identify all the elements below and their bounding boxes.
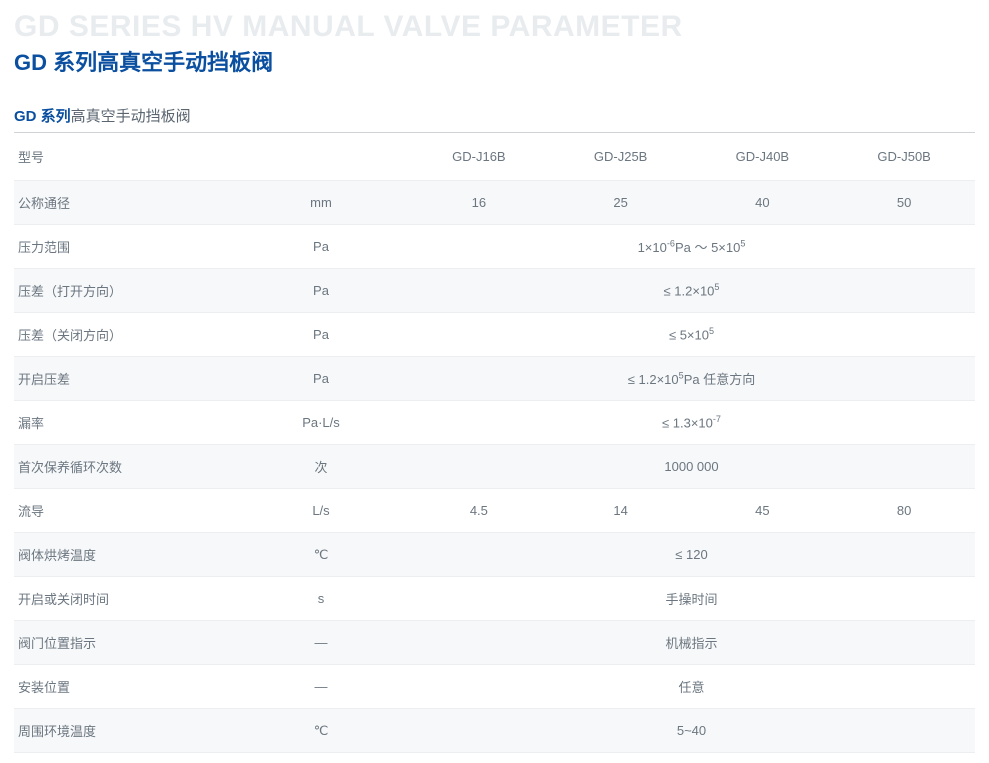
unit-cell: mm [234, 181, 408, 225]
param-name-cell: 公称通径 [14, 181, 234, 225]
unit-cell: Pa [234, 357, 408, 401]
table-row: 漏率Pa·L/s≤ 1.3×10-7 [14, 401, 975, 445]
param-name-cell: 压差（打开方向） [14, 269, 234, 313]
value-cell: 40 [692, 181, 834, 225]
param-name-cell: 首次保养循环次数 [14, 445, 234, 489]
param-name-cell: 压差（关闭方向） [14, 313, 234, 357]
header-model: GD-J50B [833, 133, 975, 181]
unit-cell: Pa·L/s [234, 401, 408, 445]
header-model: GD-J25B [550, 133, 692, 181]
merged-value-cell: ≤ 1.3×10-7 [408, 401, 975, 445]
param-name-cell: 阀门位置指示 [14, 621, 234, 665]
value-cell: 45 [692, 489, 834, 533]
value-cell: 80 [833, 489, 975, 533]
merged-value-cell: 1×10-6Pa ～ 5×105 [408, 225, 975, 269]
table-row: 压差（打开方向）Pa≤ 1.2×105 [14, 269, 975, 313]
value-cell: 4.5 [408, 489, 550, 533]
unit-cell: s [234, 577, 408, 621]
section-title-prefix: GD 系列 [14, 108, 71, 125]
param-name-cell: 阀体烘烤温度 [14, 533, 234, 577]
section-title: GD 系列高真空手动挡板阀 [14, 105, 975, 133]
parameter-table: 型号 GD-J16B GD-J25B GD-J40B GD-J50B 公称通径m… [14, 133, 975, 753]
unit-cell: 次 [234, 445, 408, 489]
param-name-cell: 开启压差 [14, 357, 234, 401]
unit-cell: Pa [234, 225, 408, 269]
table-row: 流导L/s4.5144580 [14, 489, 975, 533]
table-row: 开启压差Pa≤ 1.2×105Pa 任意方向 [14, 357, 975, 401]
value-cell: 14 [550, 489, 692, 533]
table-header-row: 型号 GD-J16B GD-J25B GD-J40B GD-J50B [14, 133, 975, 181]
header-unit-label [234, 133, 408, 181]
merged-value-cell: ≤ 120 [408, 533, 975, 577]
merged-value-cell: ≤ 5×105 [408, 313, 975, 357]
table-body: 公称通径mm16254050压力范围Pa1×10-6Pa ～ 5×105压差（打… [14, 181, 975, 753]
param-name-cell: 周围环境温度 [14, 709, 234, 753]
value-cell: 25 [550, 181, 692, 225]
merged-value-cell: ≤ 1.2×105Pa 任意方向 [408, 357, 975, 401]
header-model: GD-J16B [408, 133, 550, 181]
header-model: GD-J40B [692, 133, 834, 181]
section-title-suffix: 高真空手动挡板阀 [71, 108, 191, 125]
unit-cell: Pa [234, 269, 408, 313]
table-row: 压差（关闭方向）Pa≤ 5×105 [14, 313, 975, 357]
table-row: 首次保养循环次数次1000 000 [14, 445, 975, 489]
merged-value-cell: 1000 000 [408, 445, 975, 489]
background-title: GD SERIES HV MANUAL VALVE PARAMETER [14, 10, 975, 43]
header-param-label: 型号 [14, 133, 234, 181]
table-row: 开启或关闭时间s手操时间 [14, 577, 975, 621]
param-name-cell: 开启或关闭时间 [14, 577, 234, 621]
unit-cell: L/s [234, 489, 408, 533]
unit-cell: Pa [234, 313, 408, 357]
table-row: 压力范围Pa1×10-6Pa ～ 5×105 [14, 225, 975, 269]
table-row: 公称通径mm16254050 [14, 181, 975, 225]
merged-value-cell: 5~40 [408, 709, 975, 753]
unit-cell: ℃ [234, 533, 408, 577]
merged-value-cell: ≤ 1.2×105 [408, 269, 975, 313]
merged-value-cell: 机械指示 [408, 621, 975, 665]
param-name-cell: 流导 [14, 489, 234, 533]
unit-cell: ℃ [234, 709, 408, 753]
table-row: 周围环境温度℃5~40 [14, 709, 975, 753]
unit-cell: — [234, 621, 408, 665]
table-row: 阀门位置指示—机械指示 [14, 621, 975, 665]
param-name-cell: 压力范围 [14, 225, 234, 269]
param-name-cell: 漏率 [14, 401, 234, 445]
table-row: 阀体烘烤温度℃≤ 120 [14, 533, 975, 577]
value-cell: 50 [833, 181, 975, 225]
value-cell: 16 [408, 181, 550, 225]
main-title: GD 系列高真空手动挡板阀 [14, 45, 975, 77]
merged-value-cell: 手操时间 [408, 577, 975, 621]
